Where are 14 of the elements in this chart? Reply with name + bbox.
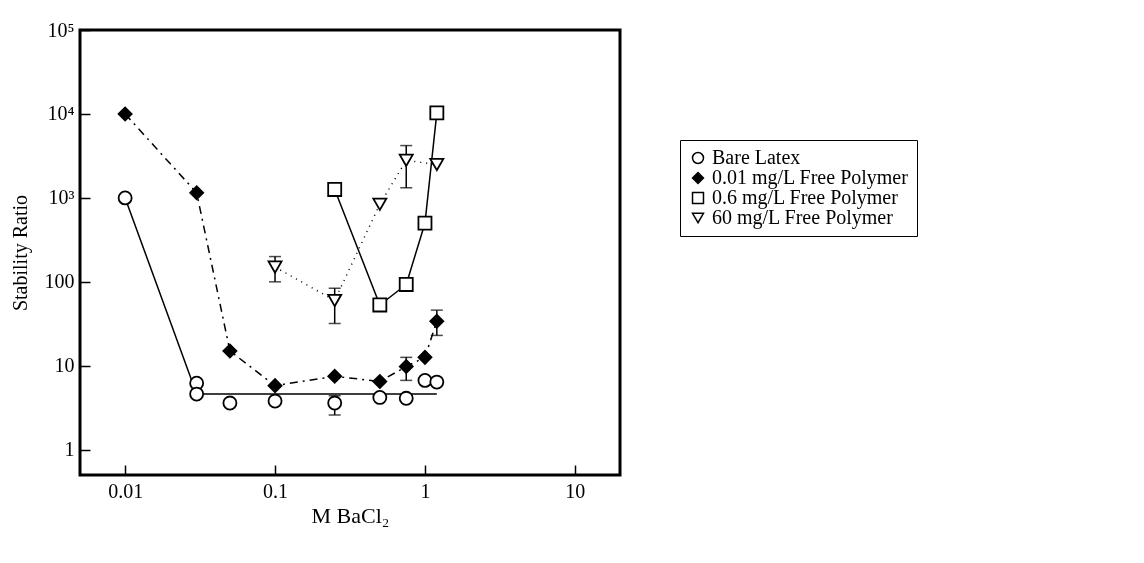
legend-label: Bare Latex: [712, 146, 801, 168]
y-tick-label: 10³: [48, 186, 75, 209]
x-tick-label: 1: [420, 479, 431, 502]
y-tick-label: 100: [44, 270, 75, 293]
y-tick-label: 10⁵: [47, 18, 75, 41]
y-axis-title: Stability Ratio: [8, 194, 32, 312]
x-tick-label: 0.01: [108, 479, 144, 502]
x-axis-title: M BaCl₂: [311, 502, 390, 528]
y-tick-label: 10⁴: [47, 102, 75, 125]
x-tick-label: 10: [565, 479, 586, 502]
legend-label: 0.01 mg/L Free Polymer: [712, 166, 909, 189]
y-tick-label: 10: [54, 354, 75, 377]
x-tick-label: 0.1: [263, 479, 289, 502]
y-tick-label: 1: [64, 438, 75, 461]
